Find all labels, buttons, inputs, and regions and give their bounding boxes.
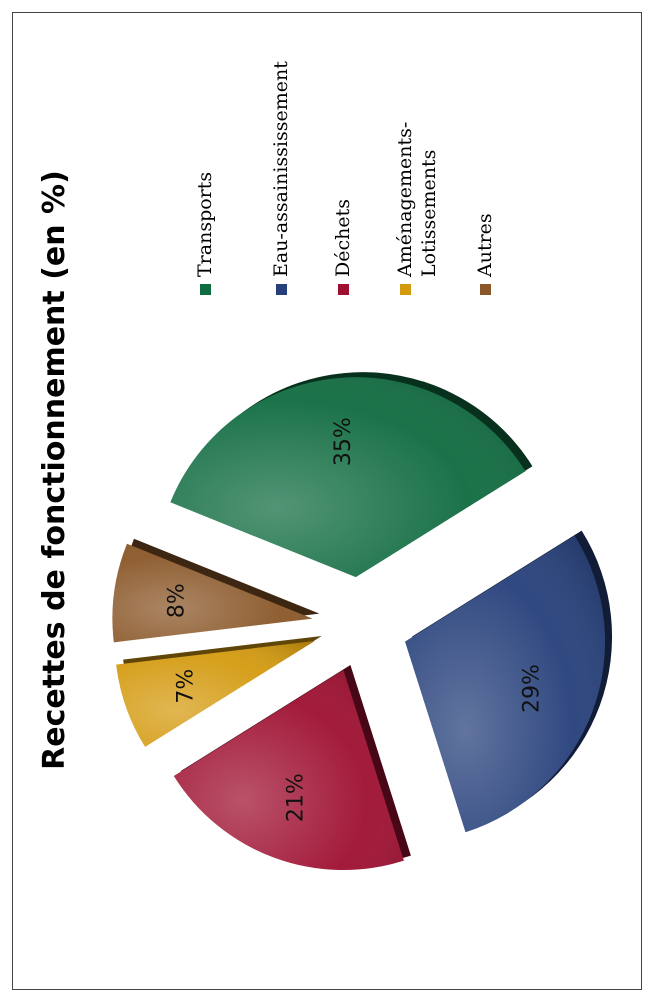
legend-swatch-0 (200, 284, 211, 295)
legend: Transports Eau-assainississement Déchets Am… (194, 61, 496, 295)
legend-swatch-4 (480, 284, 491, 295)
legend-label-0: Transports (194, 172, 216, 277)
data-label-am-nagements-lotissements: 7% (173, 669, 198, 704)
legend-label-4: Autres (474, 213, 496, 278)
slice-sheen-am-nagements-lotissements (116, 640, 315, 747)
slice-sheen-eau-assainissement (405, 535, 605, 833)
pie-group: 35% 29% 21% 7% 8% (112, 372, 612, 871)
slice-sheen-d-chets (173, 670, 404, 871)
legend-swatch-1 (276, 284, 287, 295)
legend-swatch-2 (338, 284, 349, 295)
chart-title: Recettes de fonctionnement (en %) (37, 170, 72, 770)
data-label-transports: 35% (331, 417, 356, 466)
slice-sheen-autres (112, 543, 313, 643)
data-label-eau-assainissement: 29% (520, 664, 545, 713)
data-label-autres: 8% (165, 583, 190, 618)
legend-label-3: Aménagements- (394, 122, 416, 278)
legend-label-2: Déchets (332, 199, 354, 277)
legend-label-1: Eau-assainississement (270, 61, 292, 277)
legend-swatch-3 (400, 284, 411, 295)
legend-label-3-line-1: Lotissements (418, 150, 440, 277)
slice-sheen-transports (170, 377, 526, 578)
data-label-d-chets: 21% (283, 773, 308, 822)
